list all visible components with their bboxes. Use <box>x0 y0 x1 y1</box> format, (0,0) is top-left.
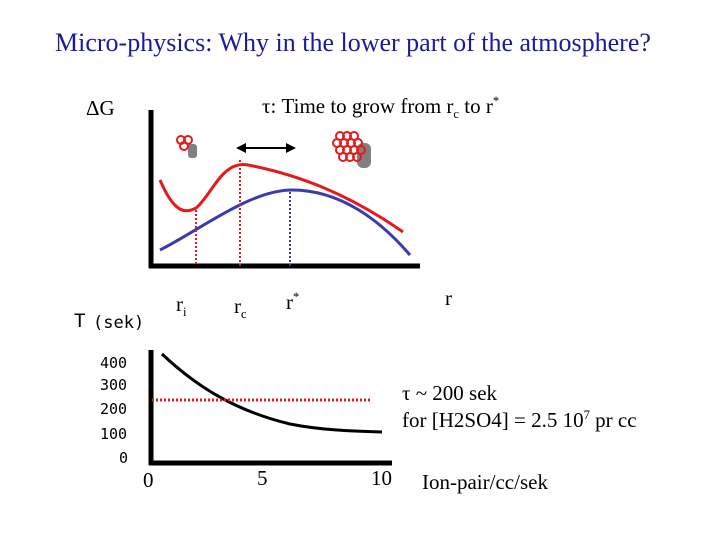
tau-note-line1: τ ~ 200 sek <box>402 381 498 405</box>
large-cluster-icon <box>332 131 371 168</box>
small-cluster-icon <box>176 135 197 158</box>
y-tick-label: 400 <box>100 354 128 372</box>
x-axis-label: Ion-pair/cc/sek <box>422 470 548 494</box>
x-tick-label: 5 <box>257 466 268 490</box>
delta-g-label: ΔG <box>86 96 115 120</box>
r-axis-label: r <box>445 286 452 310</box>
tau-note-line2: for [H2SO4] = 2.5 107 pr cc <box>402 408 637 432</box>
red-free-energy-curve <box>158 163 404 234</box>
ri-label: ri <box>176 292 187 320</box>
t-unit-label: (sek) <box>93 313 145 333</box>
y-tick-label: 100 <box>100 425 128 443</box>
y-tick-label: 0 <box>119 449 129 467</box>
y-tick-label: 300 <box>100 376 128 394</box>
t-axis-label: T <box>74 310 86 332</box>
blue-free-energy-curve <box>159 188 412 256</box>
page-title: Micro-physics: Why in the lower part of … <box>55 28 651 57</box>
rc-label: rc <box>234 294 247 322</box>
x-tick-label: 0 <box>143 468 154 492</box>
y-tick-label: 200 <box>100 400 128 418</box>
rstar-label: r* <box>286 290 300 314</box>
nucleation-time-curve <box>160 352 383 434</box>
x-tick-label: 10 <box>371 466 392 490</box>
tau-caption: τ: Time to grow from rc to r* <box>262 94 500 122</box>
